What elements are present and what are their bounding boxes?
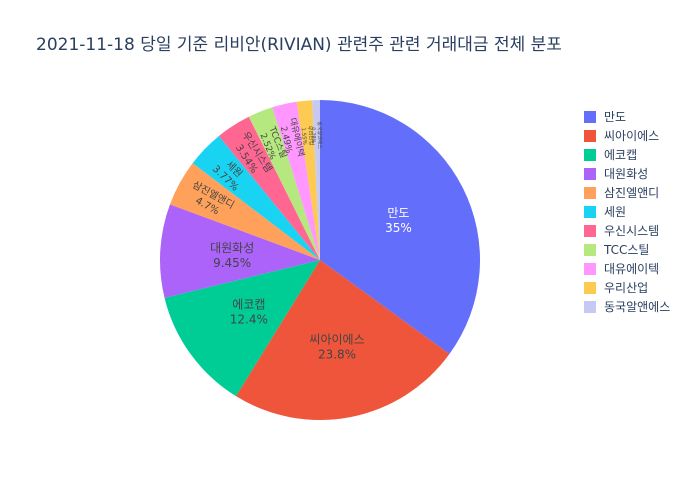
- pie-slice-만도[interactable]: [320, 100, 481, 355]
- pie-slice-삼진엘앤디[interactable]: [169, 163, 320, 260]
- pie-slice-labels: 만도35%씨아이에스23.8%에코캡12.4%대원화성9.45%삼진엘앤디4.7…: [190, 117, 412, 362]
- slice-label-percent: 12.4%: [230, 313, 268, 327]
- slice-label-name: 대원화성: [210, 241, 254, 255]
- pie-slice-동국알앤에스[interactable]: [312, 99, 320, 260]
- legend-item-에코캡[interactable]: 에코캡: [584, 145, 670, 164]
- legend-swatch: [584, 262, 596, 275]
- legend-swatch: [584, 205, 596, 218]
- pie-slice-우신시스템[interactable]: [218, 116, 320, 260]
- legend-swatch: [584, 243, 596, 256]
- legend-swatch: [584, 129, 596, 142]
- slice-label-percent: 23.8%: [318, 347, 356, 361]
- legend-label: 만도: [604, 110, 627, 124]
- legend-item-우신시스템[interactable]: 우신시스템: [584, 221, 670, 240]
- slice-label-name: 씨아이에스: [309, 332, 364, 346]
- pie-slice-우리산업[interactable]: [296, 100, 320, 260]
- legend-label: 대원화성: [604, 167, 649, 181]
- slice-label-percent: 35%: [385, 221, 412, 235]
- legend-item-대유에이텍[interactable]: 대유에이텍: [584, 259, 670, 278]
- pie-slice-대유에이텍[interactable]: [272, 101, 320, 261]
- legend-item-씨아이에스[interactable]: 씨아이에스: [584, 126, 670, 145]
- legend-item-삼진엘앤디[interactable]: 삼진엘앤디: [584, 183, 670, 202]
- legend-item-대원화성[interactable]: 대원화성: [584, 164, 670, 183]
- legend-swatch: [584, 186, 596, 199]
- slice-label-percent: 9.45%: [213, 256, 251, 270]
- pie-slice-에코캡[interactable]: [164, 260, 320, 397]
- legend-swatch: [584, 148, 596, 161]
- legend-item-우리산업[interactable]: 우리산업: [584, 278, 670, 297]
- legend-swatch: [584, 224, 596, 237]
- chart-title: 2021-11-18 당일 기준 리비안(RIVIAN) 관련주 관련 거래대금…: [36, 35, 562, 55]
- legend-label: TCC스틸: [604, 243, 650, 257]
- legend-label: 씨아이에스: [604, 129, 660, 143]
- legend-label: 우리산업: [604, 281, 649, 295]
- pie-slices: [160, 99, 481, 421]
- legend-label: 대유에이텍: [604, 262, 660, 276]
- legend-label: 우신시스템: [604, 224, 660, 238]
- legend-swatch: [584, 300, 596, 313]
- legend-label: 세원: [604, 205, 627, 219]
- slice-label-name: 동국알앤에스: [316, 121, 324, 149]
- legend-item-tcc스틸[interactable]: TCC스틸: [584, 240, 670, 259]
- legend-item-세원[interactable]: 세원: [584, 202, 670, 221]
- slice-label-percent: 1.55%: [300, 127, 308, 145]
- pie-slice-tcc스틸[interactable]: [248, 107, 320, 260]
- pie-slice-씨아이에스[interactable]: [235, 260, 450, 421]
- slice-label-name: 만도: [387, 206, 409, 220]
- legend-swatch: [584, 110, 596, 123]
- slice-label-name: 우리산업: [306, 125, 316, 146]
- legend-label: 에코캡: [604, 148, 638, 162]
- slice-label-percent: 0.78%: [310, 127, 316, 143]
- legend-swatch: [584, 281, 596, 294]
- slice-label-name: 에코캡: [232, 298, 265, 312]
- pie-slice-세원[interactable]: [192, 135, 320, 260]
- legend-label: 삼진엘앤디: [604, 186, 660, 200]
- legend-item-만도[interactable]: 만도: [584, 107, 670, 126]
- pie-slice-대원화성[interactable]: [160, 204, 320, 298]
- legend-item-동국알앤에스[interactable]: 동국알앤에스: [584, 297, 670, 316]
- legend-label: 동국알앤에스: [604, 300, 671, 314]
- legend-swatch: [584, 167, 596, 180]
